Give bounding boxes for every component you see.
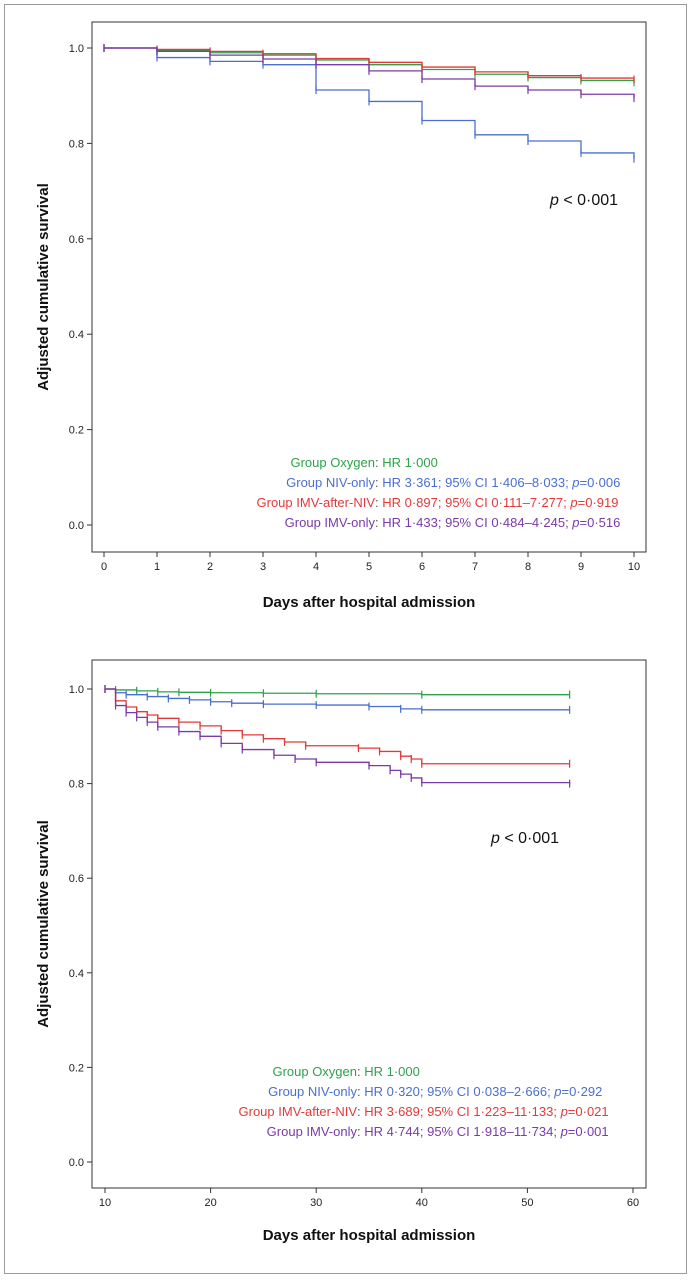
legend-hr: HR 1·000 [379,455,438,470]
legend-hr: HR 3·689; 95% CI 1·223–11·133; [361,1104,561,1119]
legend-stat-text: : HR 0·320; 95% CI 0·038–2·666; p=0·292 [357,1084,602,1099]
y-tick-label: 0.0 [69,520,84,532]
p-value-annotation: p < 0·001 [490,830,559,847]
legend-stat-text: : HR 0·897; 95% CI 0·111–7·277; p=0·919 [375,495,618,510]
legend-p-value: =0·292 [562,1084,603,1099]
x-tick-label: 10 [628,561,640,573]
x-tick-label: 5 [366,561,372,573]
legend-hr: HR 0·897; 95% CI 0·111–7·277; [379,495,571,510]
x-tick-label: 50 [521,1197,533,1209]
x-tick-label: 60 [627,1197,639,1209]
y-tick-label: 0.8 [69,779,84,791]
chart-panel-1: 0 1 2 3 4 5 6 7 8 9 10 0.0 0.2 0.4 0.6 0.8 1.0 Days after… [35,21,647,611]
legend-hr: HR 1·000 [361,1064,420,1079]
y-tick-label: 0.6 [69,234,84,246]
chart-panel-2: 10 20 30 40 50 60 0.0 0.2 0.4 0.6 0.8 1.0 Days after… [35,659,647,1244]
x-tick-label: 30 [310,1197,322,1209]
legend-stat-text: : HR 3·689; 95% CI 1·223–11·133; p=0·021 [357,1104,609,1119]
x-tick-label: 7 [472,561,478,573]
x-tick-label: 40 [416,1197,428,1209]
p-value-text: < 0·001 [500,830,559,847]
legend-p-value: =0·516 [580,515,621,530]
legend-stat-text: : HR 1·433; 95% CI 0·484–4·245; p=0·516 [375,515,620,530]
p-value-italic: p [490,830,500,847]
legend-colon: : [357,1084,361,1099]
y-tick-label: 1.0 [69,684,84,696]
legend-group-label: Group IMV-only [285,515,376,530]
legend-group-label: Group NIV-only [268,1084,357,1099]
legend-hr: HR 3·361; 95% CI 1·406–8·033; [379,475,573,490]
y-axis-label: Adjusted cumulative survival [35,820,52,1028]
x-tick-label: 20 [204,1197,216,1209]
legend-p-italic: p [571,515,579,530]
y-tick-label: 1.0 [69,43,84,55]
p-value-annotation: p < 0·001 [549,192,618,209]
legend-p-italic: p [560,1124,568,1139]
legend-hr: HR 4·744; 95% CI 1·918–11·734; [361,1124,561,1139]
x-axis-label: Days after hospital admission [263,594,476,611]
y-tick-label: 0.4 [69,968,84,980]
y-tick-label: 0.2 [69,425,84,437]
series-line-group-oxygen [105,688,570,696]
legend-p-value: =0·006 [580,475,621,490]
legend-colon: : [375,515,379,530]
x-tick-label: 0 [101,561,107,573]
y-axis-label: Adjusted cumulative survival [35,183,52,391]
legend-group-label: Group Oxygen [272,1064,357,1079]
series-line-group-niv-only [105,688,570,711]
x-tick-label: 8 [525,561,531,573]
x-tick-label: 6 [419,561,425,573]
x-tick-label: 10 [99,1197,111,1209]
x-tick-label: 4 [313,561,319,573]
legend-group-label: Group Oxygen [290,455,375,470]
legend-stat-text: : HR 1·000 [375,455,438,470]
legend-stat-text: : HR 4·744; 95% CI 1·918–11·734; p=0·001 [357,1124,609,1139]
x-axis-label: Days after hospital admission [263,1227,476,1244]
legend-p-italic: p [571,475,579,490]
legend-p-value: =0·021 [568,1104,609,1119]
legend-colon: : [357,1064,361,1079]
legend-p-italic: p [560,1104,568,1119]
y-tick-label: 0.0 [69,1157,84,1169]
y-tick-label: 0.2 [69,1062,84,1074]
x-tick-label: 1 [154,561,160,573]
legend-p-italic: p [553,1084,561,1099]
legend-group-label: Group IMV-after-NIV [239,1104,358,1119]
legend-colon: : [375,495,379,510]
legend-colon: : [375,475,379,490]
p-value-italic: p [549,192,559,209]
legend-colon: : [375,455,379,470]
legend-group-label: Group NIV-only [286,475,375,490]
y-tick-label: 0.8 [69,138,84,150]
legend-p-value: =0·919 [578,495,619,510]
x-tick-label: 2 [207,561,213,573]
y-tick-label: 0.6 [69,873,84,885]
y-tick-label: 0.4 [69,329,84,341]
series-line-group-imv-only [105,688,571,784]
legend-stat-text: : HR 1·000 [357,1064,420,1079]
legend-group-label: Group IMV-only [267,1124,358,1139]
legend-hr: HR 0·320; 95% CI 0·038–2·666; [361,1084,555,1099]
legend-p-italic: p [569,495,577,510]
plot-area [91,659,647,1189]
legend-stat-text: : HR 3·361; 95% CI 1·406–8·033; p=0·006 [375,475,620,490]
x-tick-label: 9 [578,561,584,573]
x-tick-label: 3 [260,561,266,573]
legend-colon: : [357,1104,361,1119]
legend-colon: : [357,1124,361,1139]
figure-frame [4,4,687,1274]
legend-group-label: Group IMV-after-NIV [257,495,376,510]
legend-hr: HR 1·433; 95% CI 0·484–4·245; [379,515,573,530]
p-value-text: < 0·001 [559,192,618,209]
legend-p-value: =0·001 [568,1124,609,1139]
